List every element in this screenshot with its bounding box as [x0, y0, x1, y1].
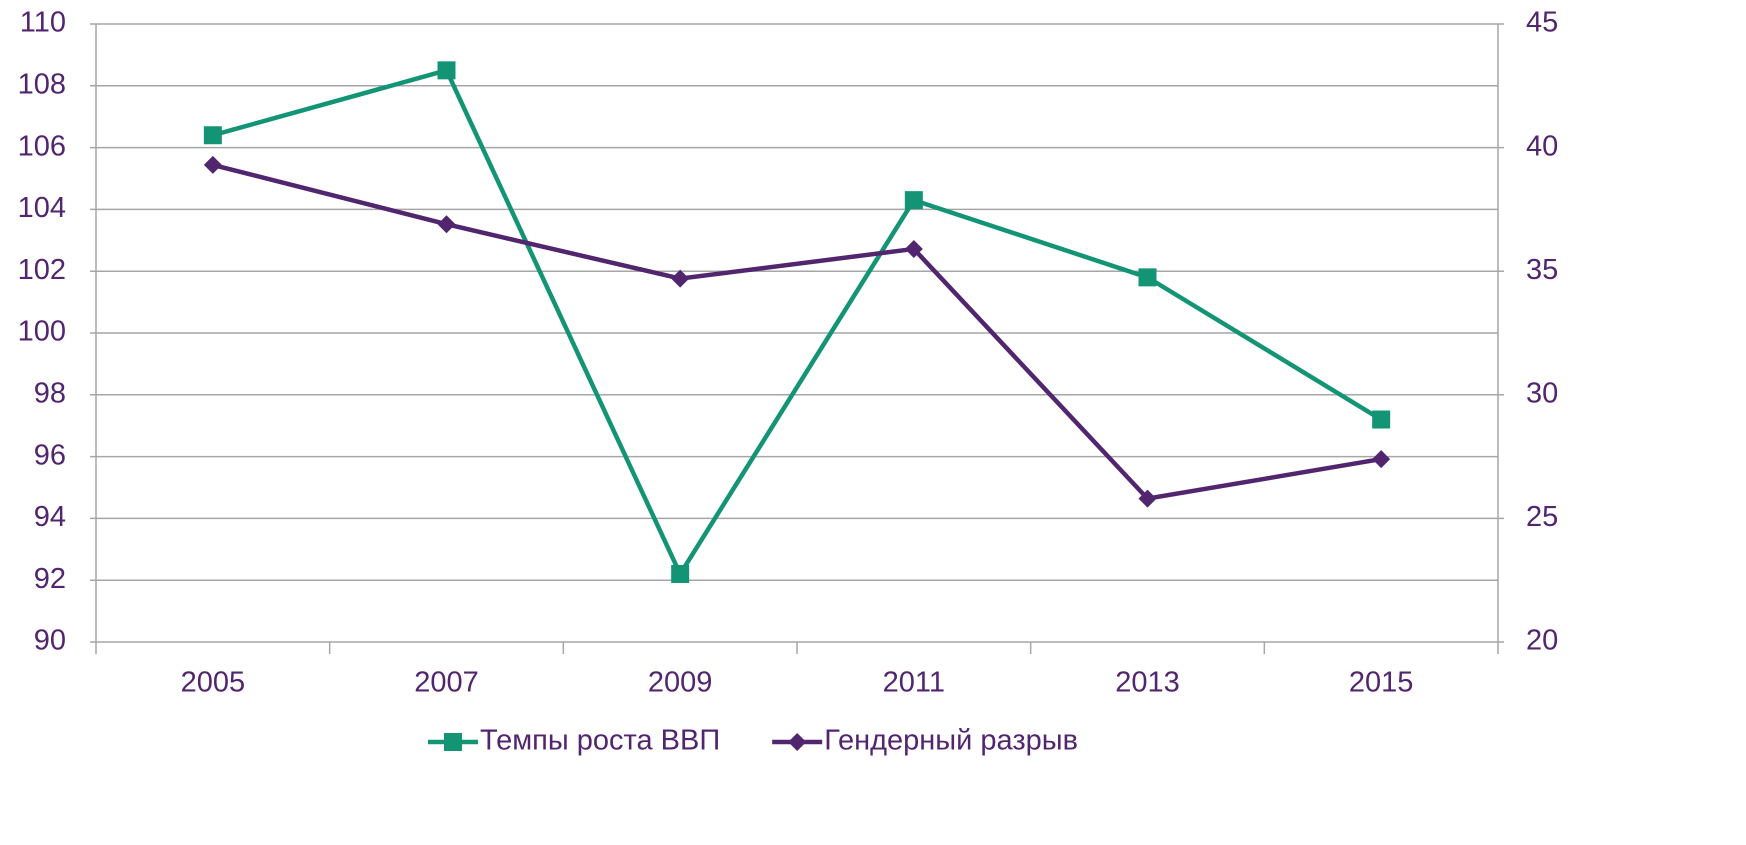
y2-tick-label: 30: [1526, 377, 1558, 409]
y-tick-label: 96: [34, 439, 66, 471]
y-tick-label: 90: [34, 625, 66, 657]
series-line: [212, 162, 1382, 502]
y-tick-label: 104: [18, 192, 66, 224]
data-point: [671, 269, 690, 288]
data-point: [1372, 450, 1391, 469]
y-tick-label: 108: [18, 68, 66, 100]
y-tick-label: 106: [18, 130, 66, 162]
data-point: [904, 239, 923, 258]
x-tick-label: 2015: [1349, 667, 1414, 699]
legend-label: Темпы роста ВВП: [480, 725, 720, 757]
x-tick-label: 2011: [883, 667, 945, 699]
data-point: [1372, 410, 1391, 429]
data-point: [1138, 268, 1157, 287]
y-tick-label: 94: [34, 501, 66, 533]
x-tick-label: 2009: [648, 667, 713, 699]
legend-label: Гендерный разрыв: [824, 725, 1078, 757]
y-tick-label: 98: [34, 377, 66, 409]
legend-marker: [444, 733, 462, 751]
data-point: [1138, 489, 1157, 508]
x-tick-label: 2005: [181, 667, 246, 699]
data-point: [203, 155, 222, 174]
y-tick-label: 102: [18, 254, 66, 286]
data-point: [671, 565, 690, 584]
x-tick-label: 2013: [1115, 667, 1180, 699]
legend-marker: [788, 733, 807, 751]
data-point: [203, 126, 222, 145]
data-point: [437, 61, 456, 80]
x-tick-label: 2007: [414, 667, 479, 699]
y2-tick-label: 45: [1526, 7, 1558, 39]
y-tick-label: 110: [20, 7, 66, 39]
y2-tick-label: 40: [1526, 130, 1558, 162]
y2-tick-label: 25: [1526, 501, 1558, 533]
data-point: [437, 215, 456, 234]
y2-tick-label: 20: [1526, 625, 1558, 657]
y-tick-label: 92: [34, 563, 66, 595]
y2-tick-label: 35: [1526, 254, 1558, 286]
y-tick-label: 100: [18, 316, 66, 348]
series-line: [212, 67, 1383, 579]
data-point: [904, 191, 923, 210]
